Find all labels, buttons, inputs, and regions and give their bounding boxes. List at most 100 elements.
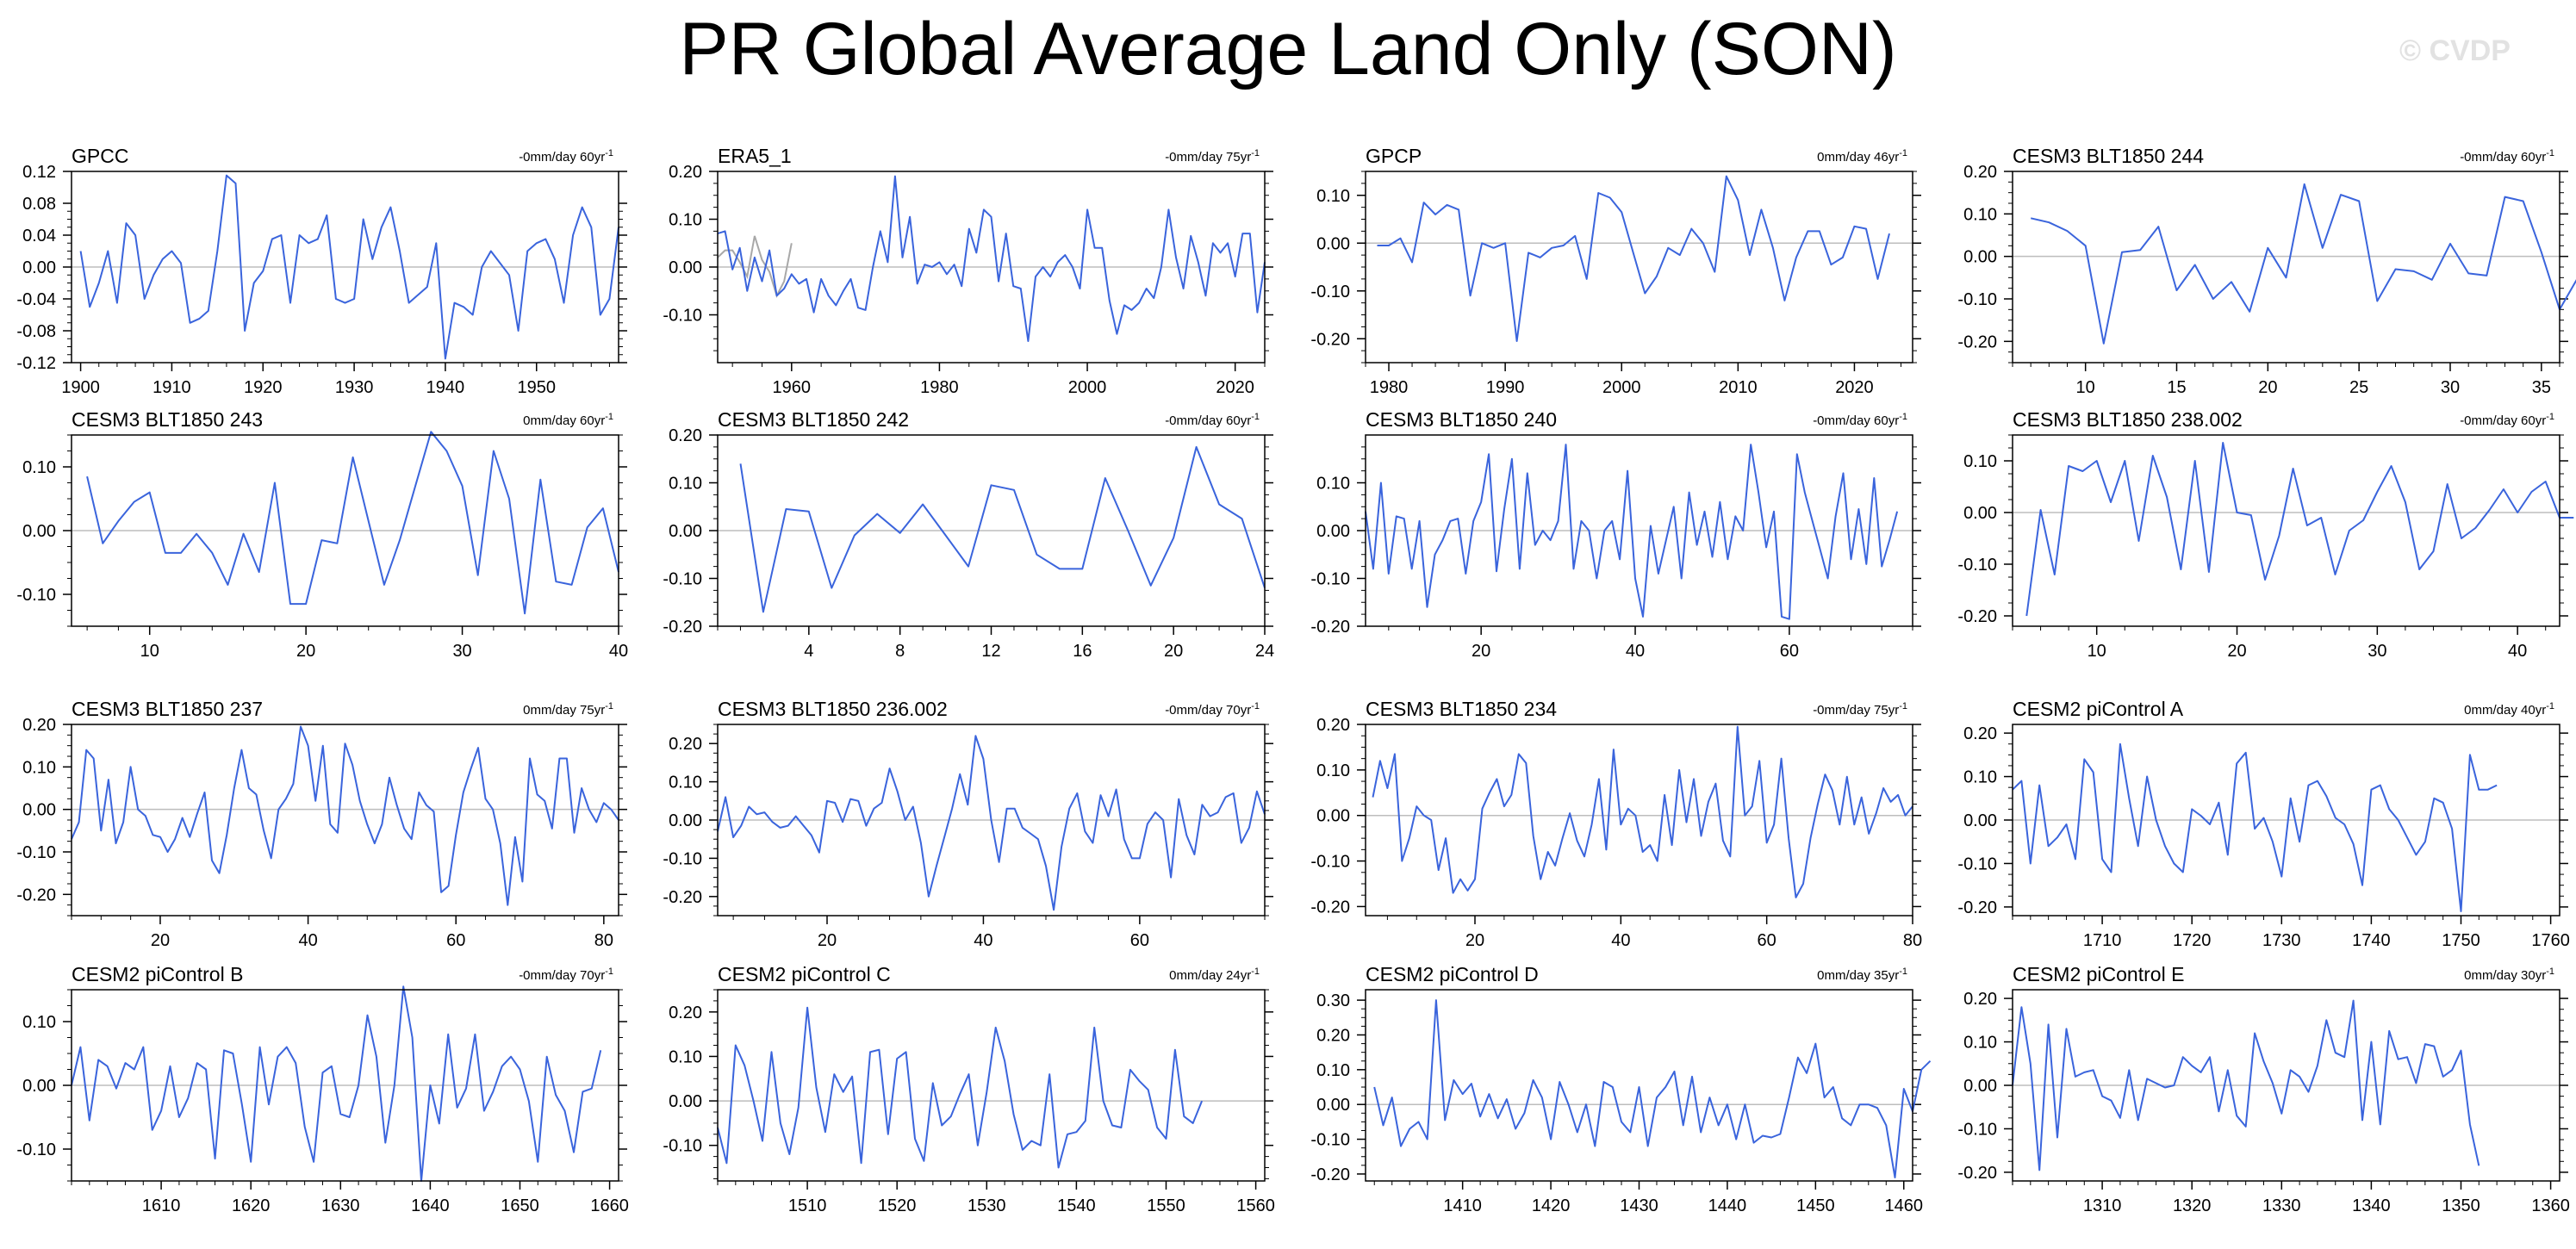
y-tick-label: 0.10	[1316, 475, 1350, 494]
x-tick-label: 2020	[1216, 378, 1254, 397]
y-tick-label: 0.10	[669, 475, 702, 494]
y-tick-label: 0.10	[1963, 205, 1997, 224]
x-tick-label: 24	[1255, 642, 1274, 661]
y-tick-label: -0.10	[16, 586, 56, 605]
plot-frame	[1365, 989, 1913, 1182]
x-tick-label: 1650	[501, 1196, 539, 1215]
y-tick-label: -0.10	[1310, 570, 1350, 589]
panel-1: -0.10 0.00 0.10 0.20 1960 1980 2000 2020 ERA5_1 -…	[663, 145, 1273, 397]
x-tick-label: 1910	[152, 378, 191, 397]
series-line	[71, 985, 602, 1182]
panel-title: CESM3 BLT1850 237	[72, 698, 263, 720]
panel-title: GPCP	[1366, 145, 1422, 167]
y-tick-label: -0.10	[1957, 290, 1997, 309]
y-tick-label: -0.20	[663, 618, 702, 637]
y-tick-label: 0.00	[1963, 811, 1997, 830]
panel-title: CESM3 BLT1850 243	[72, 408, 263, 431]
x-tick-label: 1340	[2352, 1196, 2391, 1215]
panel-title: CESM2 piControl D	[1366, 963, 1539, 985]
x-tick-label: 1560	[1236, 1196, 1275, 1215]
plot-frame	[71, 724, 619, 917]
x-tick-label: 20	[2227, 642, 2246, 661]
x-tick-label: 60	[1758, 931, 1776, 950]
y-tick-label: 0.10	[1963, 768, 1997, 787]
y-tick-label: -0.20	[1310, 1165, 1350, 1184]
panel-title: CESM3 BLT1850 236.002	[718, 698, 948, 720]
trend-label: 0mm/day 30yr-1	[2464, 966, 2554, 983]
y-tick-label: -0.20	[1957, 1164, 1997, 1183]
x-tick-label: 1320	[2173, 1196, 2212, 1215]
x-tick-label: 1410	[1443, 1196, 1482, 1215]
x-tick-label: 20	[296, 642, 315, 661]
x-tick-label: 1540	[1057, 1196, 1096, 1215]
y-tick-label: 0.10	[22, 1013, 56, 1032]
x-tick-label: 1630	[321, 1196, 360, 1215]
x-tick-label: 10	[140, 642, 159, 661]
y-tick-label: -0.20	[1310, 618, 1350, 637]
x-tick-label: 1900	[61, 378, 100, 397]
plot-frame	[1365, 434, 1913, 627]
series-line	[2030, 183, 2576, 345]
x-tick-label: 40	[609, 642, 628, 661]
series-line	[71, 725, 619, 906]
x-tick-label: 80	[1903, 931, 1922, 950]
panel-7: -0.20 -0.10 0.00 0.10 10 20 30 40 CESM3 BLT1850 …	[1957, 408, 2574, 661]
x-tick-label: 30	[2368, 642, 2386, 661]
panel-0: -0.12 -0.08 -0.04 0.00 0.04 0.08 0.12 1900 1910 1…	[16, 145, 627, 397]
x-tick-label: 35	[2532, 378, 2551, 397]
x-tick-label: 1730	[2262, 931, 2301, 950]
x-tick-label: 30	[2441, 378, 2460, 397]
y-tick-label: 0.20	[669, 426, 702, 445]
y-tick-label: 0.20	[1963, 724, 1997, 743]
plot-frame	[2012, 989, 2560, 1182]
plot-frame	[1365, 724, 1913, 917]
x-tick-label: 1360	[2531, 1196, 2570, 1215]
watermark: © CVDP	[2399, 34, 2511, 67]
y-tick-label: -0.04	[16, 290, 56, 309]
panel-title: ERA5_1	[718, 145, 792, 167]
x-tick-label: 1980	[920, 378, 959, 397]
series-line	[1365, 444, 1899, 620]
y-tick-label: -0.12	[16, 354, 56, 373]
y-tick-label: 0.20	[1963, 990, 1997, 1009]
y-tick-label: -0.08	[16, 322, 56, 341]
y-tick-label: 0.00	[669, 522, 702, 541]
panel-title: GPCC	[72, 145, 128, 167]
panel-title: CESM2 piControl C	[718, 963, 891, 985]
y-tick-label: 0.20	[1316, 716, 1350, 735]
plot-frame	[71, 171, 619, 364]
panel-11: -0.20 -0.10 0.00 0.10 0.20 1710 1720 1730 1740 17…	[1957, 698, 2569, 950]
x-tick-label: 2010	[1719, 378, 1758, 397]
x-tick-label: 1350	[2442, 1196, 2480, 1215]
y-tick-label: 0.08	[22, 195, 56, 214]
x-tick-label: 1950	[518, 378, 557, 397]
panel-15: -0.20 -0.10 0.00 0.10 0.20 1310 1320 1330 1340 13…	[1957, 963, 2569, 1215]
plot-frame	[2012, 171, 2560, 364]
panel-title: CESM3 BLT1850 244	[2013, 145, 2204, 167]
y-tick-label: 0.10	[1316, 187, 1350, 206]
y-tick-label: -0.10	[1957, 1120, 1997, 1139]
x-tick-label: 1750	[2442, 931, 2480, 950]
trend-label: -0mm/day 75yr-1	[1165, 148, 1260, 165]
y-tick-label: 0.00	[22, 522, 56, 541]
plot-frame	[1365, 171, 1913, 364]
y-tick-label: -0.10	[1957, 854, 1997, 873]
plot-frame	[71, 434, 619, 627]
y-tick-label: -0.20	[16, 885, 56, 904]
x-tick-label: 16	[1073, 642, 1092, 661]
y-tick-label: 0.00	[1316, 807, 1350, 826]
x-tick-label: 20	[1465, 931, 1484, 950]
y-tick-label: 0.00	[669, 258, 702, 277]
x-tick-label: 20	[818, 931, 837, 950]
x-tick-label: 2020	[1835, 378, 1874, 397]
y-tick-label: -0.10	[663, 849, 702, 868]
trend-label: -0mm/day 60yr-1	[2460, 148, 2554, 165]
y-tick-label: -0.20	[1310, 898, 1350, 917]
y-tick-label: 0.20	[1963, 163, 1997, 182]
series-line	[2025, 442, 2574, 617]
x-tick-label: 1740	[2352, 931, 2391, 950]
plot-frame	[717, 171, 1266, 364]
trend-label: -0mm/day 60yr-1	[1813, 412, 1907, 428]
y-tick-label: 0.10	[22, 458, 56, 477]
y-tick-label: 0.10	[1963, 1034, 1997, 1053]
